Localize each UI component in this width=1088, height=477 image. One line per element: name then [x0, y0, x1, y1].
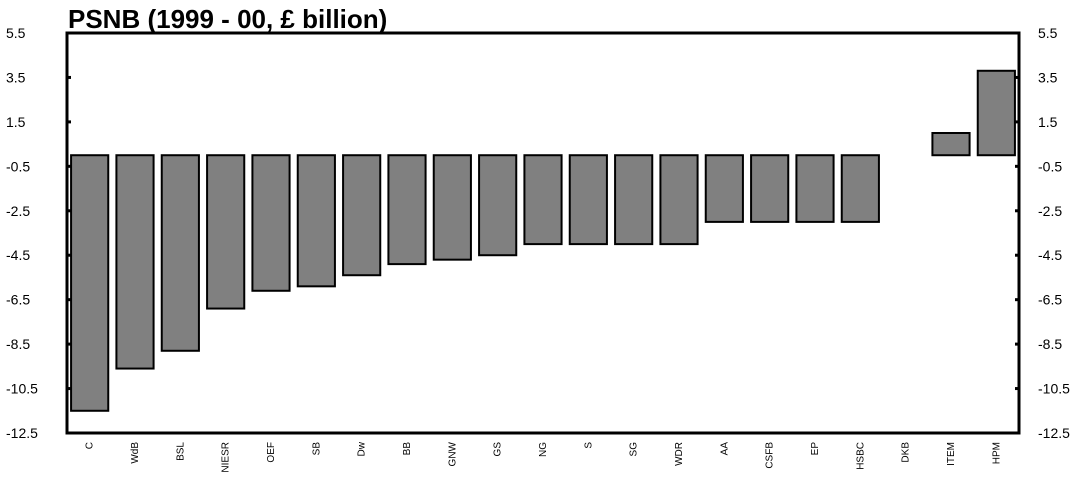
bar-s — [568, 154, 608, 246]
x-tick-label-oef: OEF — [266, 442, 277, 463]
y-tick-label-left: 5.5 — [6, 25, 26, 41]
y-tick-label-right: 3.5 — [1038, 69, 1058, 85]
bar-ep — [795, 154, 835, 223]
x-tick-label-hsbc: HSBC — [855, 442, 866, 470]
x-tick-label-dw: Dw — [357, 441, 368, 456]
x-tick-label-dkb: DKB — [901, 442, 912, 463]
x-tick-label-s: S — [583, 442, 594, 449]
x-tick-label-aa: AA — [719, 442, 730, 456]
y-tick-label-right: 1.5 — [1038, 114, 1058, 130]
bar-series — [70, 69, 1016, 412]
bar-gs — [478, 154, 518, 257]
y-tick-label-right: -4.5 — [1038, 247, 1062, 263]
bar-wdr — [659, 154, 699, 246]
y-tick-label-right: -0.5 — [1038, 158, 1062, 174]
y-tick-label-right: -8.5 — [1038, 336, 1062, 352]
y-tick-label-left: -10.5 — [6, 381, 38, 397]
bar-wdb — [115, 154, 155, 370]
bar-ng — [523, 154, 563, 246]
bar-oef — [251, 154, 291, 292]
x-tick-label-wdb: WdB — [130, 442, 141, 464]
y-axis-ticks: 5.5 5.5 3.5 3.5 1.5 1.5 -0.5 -0.5 -2.5 -2.5 -4.5 -4… — [6, 25, 1070, 441]
x-tick-label-sg: SG — [629, 442, 640, 457]
y-tick-label-right: -12.5 — [1038, 425, 1070, 441]
bar-hsbc — [840, 154, 880, 223]
x-tick-label-bb: BB — [402, 442, 413, 456]
y-tick-label-left: -2.5 — [6, 203, 30, 219]
bar-c — [70, 154, 110, 412]
bar-csfb — [750, 154, 790, 223]
x-tick-label-ng: NG — [538, 442, 549, 457]
bar-dw — [342, 154, 382, 277]
x-tick-label-hpm: HPM — [991, 442, 1002, 464]
bar-bsl — [160, 154, 200, 352]
plot-frame — [65, 31, 1021, 435]
y-tick-label-left: -6.5 — [6, 292, 30, 308]
y-tick-label-right: -10.5 — [1038, 381, 1070, 397]
x-tick-label-wdr: WDR — [674, 442, 685, 466]
y-tick-label-right: -6.5 — [1038, 292, 1062, 308]
x-tick-label-niesr: NIESR — [221, 442, 232, 473]
y-tick-label-left: -4.5 — [6, 247, 30, 263]
y-tick-label-right: -2.5 — [1038, 203, 1062, 219]
y-tick-label-left: -8.5 — [6, 336, 30, 352]
bar-niesr — [206, 154, 246, 310]
y-tick-label-left: 3.5 — [6, 69, 26, 85]
bar-aa — [704, 154, 744, 223]
y-tick-label-left: 1.5 — [6, 114, 26, 130]
x-tick-label-sb: SB — [311, 442, 322, 456]
x-tick-label-item: ITEM — [946, 442, 957, 466]
bar-bb — [387, 154, 427, 266]
x-tick-label-gnw: GNW — [447, 441, 458, 466]
bar-gnw — [432, 154, 472, 261]
category-labels: C WdB BSL NIESR OEF SB Dw BB GNW GS NG S SG WDR AA CSFB… — [85, 441, 1003, 472]
x-tick-label-ep: EP — [810, 442, 821, 456]
y-tick-label-left: -0.5 — [6, 158, 30, 174]
x-tick-label-gs: GS — [493, 442, 504, 457]
bar-hpm — [976, 69, 1016, 157]
y-tick-label-right: 5.5 — [1038, 25, 1058, 41]
bar-item — [931, 132, 971, 157]
bar-sb — [296, 154, 336, 288]
bar-sg — [614, 154, 654, 246]
chart-title: PSNB (1999 - 00, £ billion) — [68, 4, 388, 34]
y-tick-label-left: -12.5 — [6, 425, 38, 441]
x-tick-label-bsl: BSL — [175, 442, 186, 461]
x-tick-label-csfb: CSFB — [765, 442, 776, 469]
x-tick-label-c: C — [85, 442, 96, 449]
